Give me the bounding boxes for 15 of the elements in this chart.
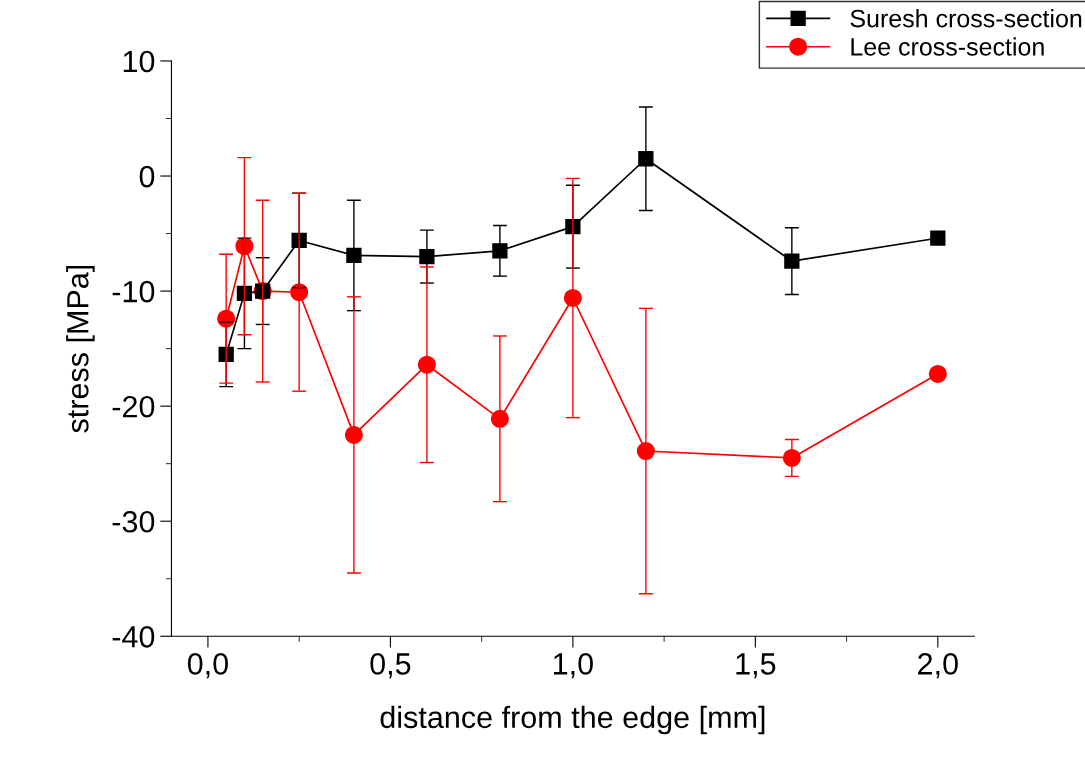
y-tick-label: -20: [112, 395, 155, 418]
x-tick-label: 1,0: [553, 653, 593, 679]
x-tick-label: 2,0: [918, 653, 958, 679]
x-tick-label: 0,0: [187, 653, 228, 679]
x-axis-title: distance from the edge [mm]: [380, 705, 765, 735]
legend-label: Lee cross-section: [851, 37, 1044, 56]
y-tick-label: -30: [112, 510, 155, 533]
legend-label: Suresh cross-section: [850, 9, 1082, 28]
y-tick-label: -40: [112, 626, 155, 648]
x-tick-label: 1,5: [736, 653, 776, 679]
y-axis-title: stress [MPa]: [66, 265, 95, 433]
y-tick-label: 10: [123, 50, 155, 73]
x-tick-label: 0,5: [370, 653, 411, 679]
y-tick-label: -10: [112, 280, 155, 303]
y-tick-label: 0: [139, 165, 155, 188]
